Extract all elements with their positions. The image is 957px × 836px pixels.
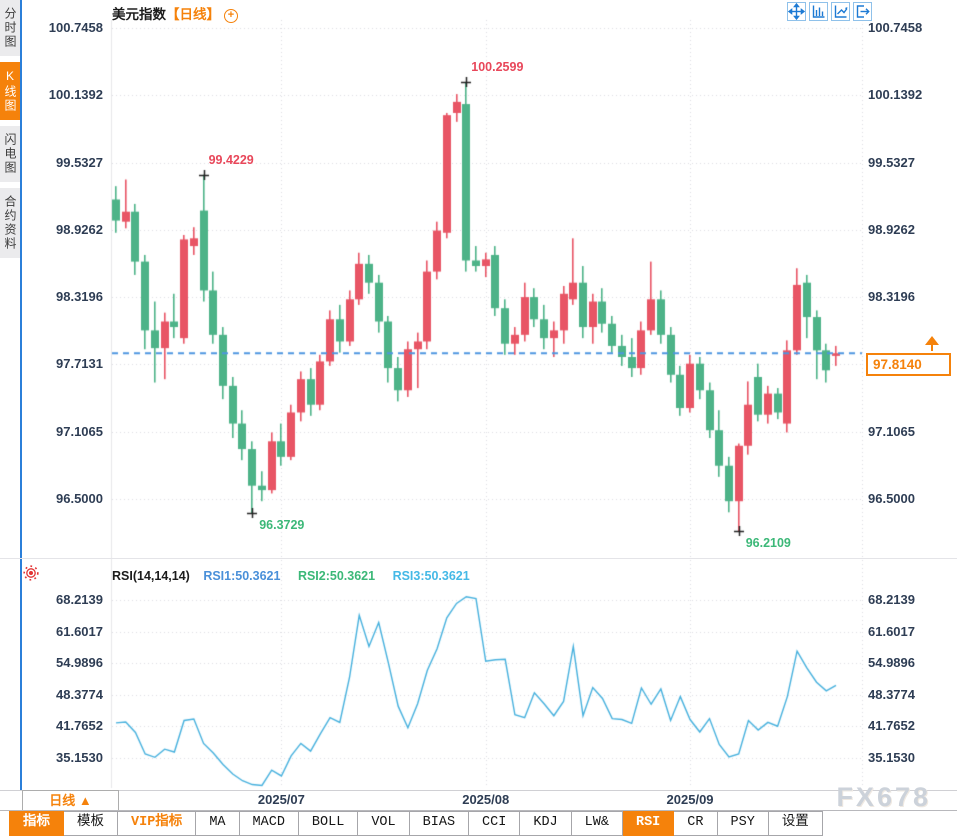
main-price-tick-left: 99.5327 <box>56 154 103 170</box>
toolbar-tab-模板[interactable]: 模板 <box>64 811 118 836</box>
rsi-tick-left: 35.1530 <box>56 750 103 765</box>
toolbar-tab-RSI[interactable]: RSI <box>622 811 675 836</box>
main-price-tick-left: 100.7458 <box>48 20 103 35</box>
indicator-settings-icon[interactable] <box>22 564 40 582</box>
main-price-tick-right: 98.9262 <box>868 221 915 237</box>
toolbar-tab-CR[interactable]: CR <box>674 811 718 836</box>
main-price-tick-right: 96.5000 <box>868 491 915 506</box>
rsi-header: RSI(14,14,14) RSI1:50.3621 RSI2:50.3621 … <box>112 569 470 583</box>
period-selector-label: 日线 <box>49 793 76 808</box>
pane-separator <box>0 558 957 559</box>
main-price-tick-left: 98.3196 <box>56 289 103 305</box>
export-chart-icon[interactable] <box>853 2 872 21</box>
toolbar-tab-设置[interactable]: 设置 <box>768 811 823 836</box>
rsi-tick-right: 54.9896 <box>868 655 915 671</box>
main-price-tick-left: 98.9262 <box>56 221 103 237</box>
toolbar-tab-VIP指标[interactable]: VIP指标 <box>118 811 197 836</box>
rsi-tick-right: 41.7652 <box>868 718 915 734</box>
x-axis-month-label: 2025/09 <box>666 792 714 807</box>
chart-toolbar-icons <box>787 2 872 21</box>
axis-scale-icon[interactable] <box>809 2 828 21</box>
chart-title: 美元指数【日线】 + <box>112 3 238 23</box>
add-indicator-icon[interactable]: + <box>224 9 238 23</box>
sidebar-item-kline-chart[interactable]: K线图 <box>0 62 20 120</box>
period-tag: 【日线】 <box>166 7 220 22</box>
sidebar-item-time-chart[interactable]: 分时图 <box>0 0 20 56</box>
low-price-annotation: 96.2109 <box>745 536 791 551</box>
watermark-logo: FX678 <box>836 782 931 812</box>
toolbar-tab-BIAS[interactable]: BIAS <box>409 811 470 836</box>
rsi1-value: RSI1:50.3621 <box>203 569 281 583</box>
main-price-tick-right: 97.1065 <box>868 423 915 439</box>
indicator-toolbar: 指标 模板 VIP指标 MA MACD BOLL VOL BIAS CCI KDJ LW& RSI CR… <box>0 810 957 836</box>
sidebar: 分时图 K线图 闪电图 合约资料 <box>0 0 22 790</box>
toolbar-tab-VOL[interactable]: VOL <box>358 811 410 836</box>
main-price-tick-left: 97.1065 <box>56 423 103 439</box>
price-up-arrow-icon <box>925 336 939 345</box>
main-price-tick-left: 96.5000 <box>56 491 103 506</box>
rsi-tick-left: 41.7652 <box>56 718 103 734</box>
main-price-tick-right: 100.1392 <box>868 87 923 103</box>
sidebar-item-contract-info[interactable]: 合约资料 <box>0 188 20 258</box>
low-price-annotation: 96.3729 <box>259 518 305 533</box>
main-price-tick-left: 97.7131 <box>56 356 103 372</box>
toolbar-tab-LW&[interactable]: LW& <box>571 811 623 836</box>
price-up-arrow-stem <box>931 345 933 351</box>
rsi2-value: RSI2:50.3621 <box>297 569 376 583</box>
main-price-tick-left: 100.1392 <box>48 87 103 103</box>
last-price-badge: 97.8140 <box>866 353 951 376</box>
main-price-tick-right: 99.5327 <box>868 154 915 170</box>
rsi-tick-right: 48.3774 <box>868 686 915 702</box>
rsi3-value: RSI3:50.3621 <box>392 569 470 583</box>
rsi-tick-left: 68.2139 <box>56 592 103 607</box>
x-axis-month-label: 2025/08 <box>462 792 510 807</box>
axis-pan-icon[interactable] <box>831 2 850 21</box>
date-axis-row <box>0 790 957 811</box>
period-selector-arrow-icon: ▲ <box>78 793 92 808</box>
instrument-name: 美元指数 <box>112 7 166 22</box>
rsi-indicator-name: RSI(14,14,14) <box>112 569 190 583</box>
main-price-tick-right: 98.3196 <box>868 289 915 305</box>
high-price-annotation: 100.2599 <box>471 59 524 74</box>
rsi-tick-left: 54.9896 <box>56 655 103 671</box>
rsi-tick-right: 35.1530 <box>868 750 915 765</box>
toolbar-tab-MA[interactable]: MA <box>196 811 240 836</box>
toolbar-tab-MACD[interactable]: MACD <box>239 811 299 836</box>
toolbar-tab-PSY[interactable]: PSY <box>717 811 769 836</box>
period-selector[interactable]: 日线 ▲ <box>22 790 119 811</box>
rsi-tick-right: 61.6017 <box>868 623 915 639</box>
toolbar-tab-KDJ[interactable]: KDJ <box>520 811 572 836</box>
sidebar-item-flash-chart[interactable]: 闪电图 <box>0 126 20 182</box>
rsi-tick-right: 68.2139 <box>868 592 915 607</box>
toolbar-tab-指标[interactable]: 指标 <box>9 811 64 836</box>
x-axis-month-label: 2025/07 <box>257 792 305 807</box>
rsi-tick-left: 61.6017 <box>56 623 103 639</box>
crosshair-move-icon[interactable] <box>787 2 806 21</box>
rsi-tick-left: 48.3774 <box>56 686 103 702</box>
main-price-tick-right: 100.7458 <box>868 20 923 35</box>
toolbar-tab-BOLL[interactable]: BOLL <box>298 811 359 836</box>
high-price-annotation: 99.4229 <box>208 152 254 167</box>
toolbar-tab-CCI[interactable]: CCI <box>469 811 521 836</box>
